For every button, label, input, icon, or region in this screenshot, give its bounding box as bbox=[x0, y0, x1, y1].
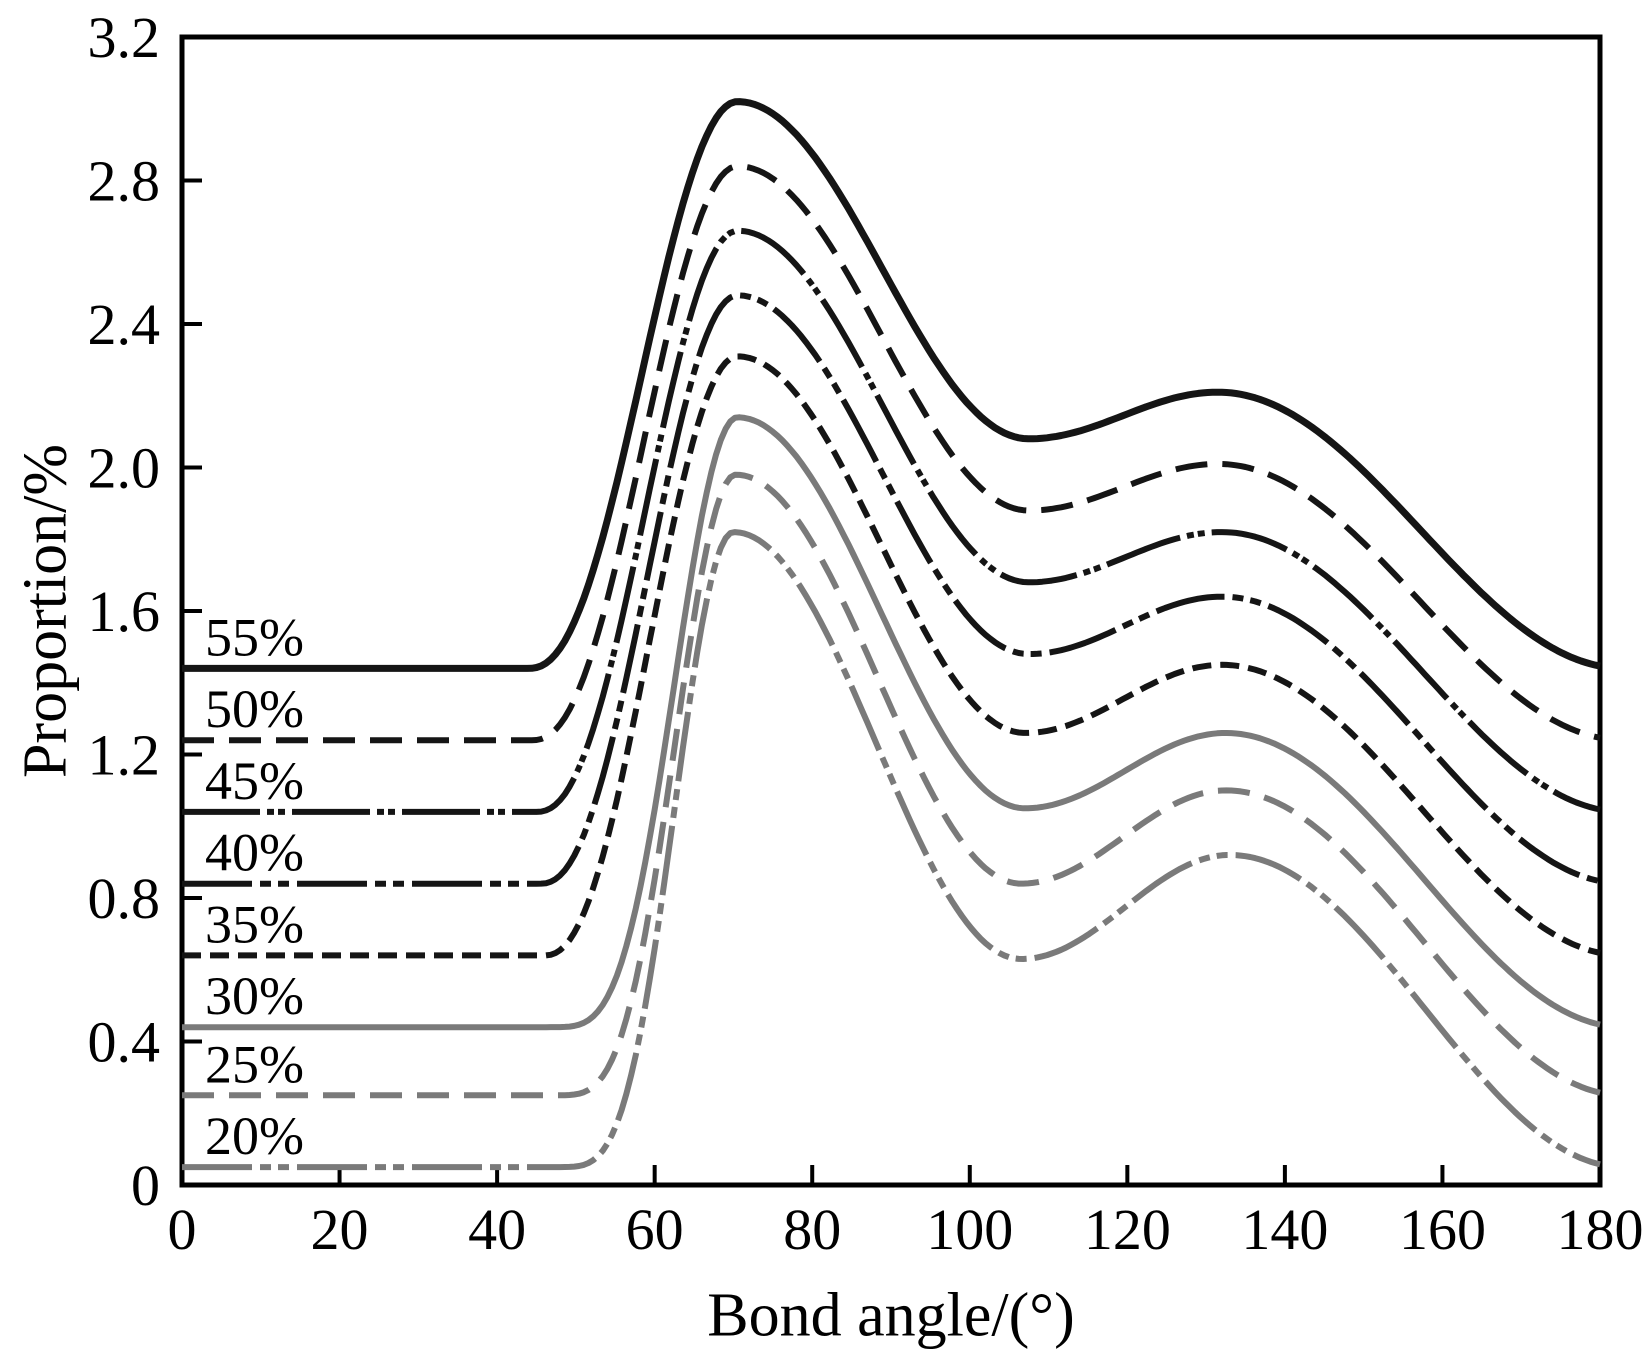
series-label-35: 35% bbox=[205, 894, 304, 954]
series-label-50: 50% bbox=[205, 679, 304, 739]
series-curve-25 bbox=[182, 471, 1601, 1099]
x-tick-label: 40 bbox=[468, 1197, 526, 1262]
series-label-45: 45% bbox=[205, 751, 304, 811]
y-tick-label: 2.0 bbox=[88, 436, 161, 501]
y-tick-label: 2.4 bbox=[88, 292, 161, 357]
series-curve-50 bbox=[182, 163, 1601, 744]
series-curve-30 bbox=[182, 414, 1601, 1031]
series-label-25: 25% bbox=[205, 1034, 304, 1094]
series-curve-40 bbox=[182, 292, 1601, 887]
series-label-40: 40% bbox=[205, 823, 304, 883]
axes-frame bbox=[179, 34, 1603, 1188]
series-curve-35 bbox=[182, 353, 1601, 959]
x-tick-label: 60 bbox=[626, 1197, 684, 1262]
x-tick-label: 0 bbox=[168, 1197, 197, 1262]
x-tick-label: 160 bbox=[1399, 1197, 1486, 1262]
y-tick-label: 1.6 bbox=[88, 579, 161, 644]
y-axis-title: Proportion/% bbox=[11, 443, 80, 779]
x-tick-label: 100 bbox=[926, 1197, 1013, 1262]
y-tick-label: 0.4 bbox=[88, 1010, 161, 1075]
x-tick-label: 180 bbox=[1557, 1197, 1644, 1262]
y-tick-label: 0 bbox=[131, 1153, 160, 1218]
y-tick-label: 3.2 bbox=[88, 5, 161, 70]
x-tick-label: 140 bbox=[1241, 1197, 1328, 1262]
x-axis-title: Bond angle/(°) bbox=[707, 1281, 1075, 1350]
x-tick-label: 20 bbox=[311, 1197, 369, 1262]
y-tick-label: 2.8 bbox=[88, 149, 161, 214]
series-curve-55 bbox=[182, 98, 1601, 672]
y-tick-label: 1.2 bbox=[88, 723, 161, 788]
x-tick-label: 120 bbox=[1084, 1197, 1171, 1262]
series-curve-20 bbox=[182, 529, 1601, 1171]
series-curve-45 bbox=[182, 227, 1601, 815]
series-label-30: 30% bbox=[205, 966, 304, 1026]
series-label-20: 20% bbox=[205, 1106, 304, 1166]
x-tick-label: 80 bbox=[783, 1197, 841, 1262]
y-tick-label: 0.8 bbox=[88, 866, 161, 931]
series-label-55: 55% bbox=[205, 607, 304, 667]
